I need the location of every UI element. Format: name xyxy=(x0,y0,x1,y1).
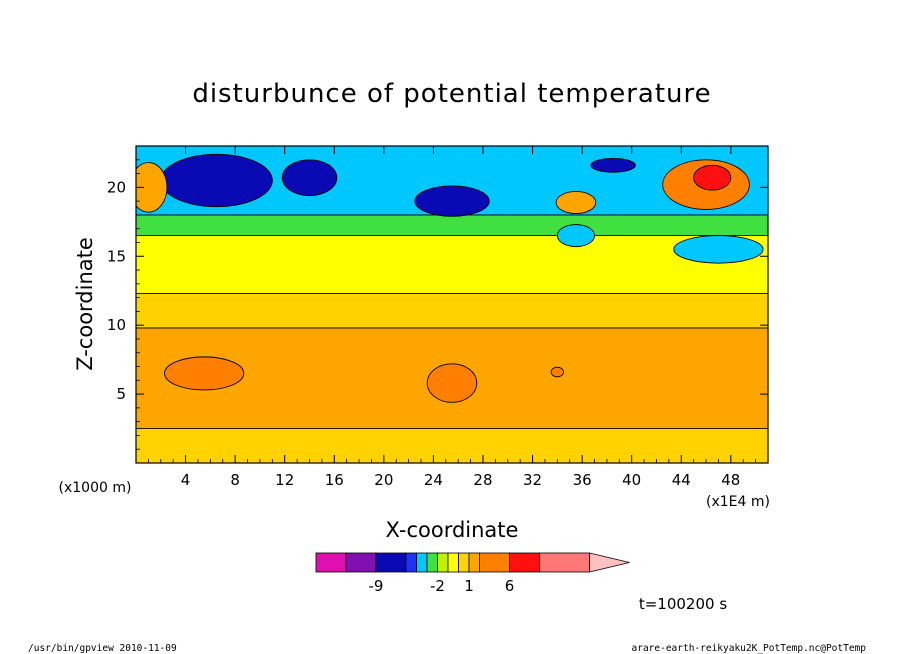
colorbar-label: 6 xyxy=(505,577,515,595)
cool-patch-x47 xyxy=(673,235,764,264)
colorbar-swatch xyxy=(509,552,540,573)
x-tick-label: 48 xyxy=(721,471,740,489)
warm-speck-x34 xyxy=(550,366,564,378)
colorbar-swatch xyxy=(479,552,510,573)
x-tick-label: 20 xyxy=(374,471,393,489)
upper-mid-band xyxy=(136,293,768,329)
green-band xyxy=(136,214,768,236)
colorbar-swatch xyxy=(437,552,449,573)
colorbar-arrow xyxy=(589,552,630,573)
colorbar-label: 1 xyxy=(464,577,474,595)
colorbar-swatch xyxy=(447,552,459,573)
y-axis-unit: (x1000 m) xyxy=(59,480,132,496)
footer-right: arare-earth-reikyaku2K_PotTemp.nc@PotTem… xyxy=(632,643,867,654)
cold-core-x25 xyxy=(414,185,490,217)
y-tick-label: 5 xyxy=(116,385,126,403)
x-axis-unit: (x1E4 m) xyxy=(706,494,770,510)
x-tick-label: 40 xyxy=(622,471,641,489)
x-tick-label: 32 xyxy=(523,471,542,489)
colorbar-swatch xyxy=(375,552,407,573)
y-tick-label: 10 xyxy=(107,316,126,334)
x-axis-label: X-coordinate xyxy=(386,518,519,542)
time-label: t=100200 s xyxy=(639,595,727,613)
yellow-band xyxy=(136,235,768,294)
chart-title: disturbunce of potential temperature xyxy=(192,79,711,109)
footer-left: /usr/bin/gpview 2010-11-09 xyxy=(28,643,177,654)
y-axis-label: Z-coordinate xyxy=(73,237,97,371)
x-tick-label: 44 xyxy=(672,471,691,489)
lower-band xyxy=(136,428,768,463)
x-tick-label: 28 xyxy=(473,471,492,489)
cool-patch-x35 xyxy=(556,224,595,248)
cold-core-x6 xyxy=(160,153,273,208)
y-tick-label: 20 xyxy=(107,178,126,196)
cold-core-x14 xyxy=(281,159,338,197)
colorbar-swatch xyxy=(539,552,590,573)
x-tick-label: 4 xyxy=(181,471,191,489)
colorbar-label: -2 xyxy=(430,577,445,595)
warm-cell-x25 xyxy=(426,363,478,403)
warm-edge-x1 xyxy=(136,162,168,213)
colorbar-label: -9 xyxy=(369,577,384,595)
x-tick-label: 36 xyxy=(573,471,592,489)
colorbar-swatch xyxy=(405,552,417,573)
y-tick-label: 15 xyxy=(107,247,126,265)
cold-core-x38 xyxy=(590,157,636,173)
plot-body xyxy=(136,146,768,463)
warm-spot-x36 xyxy=(555,191,597,214)
colorbar-swatch xyxy=(315,552,347,573)
x-tick-label: 16 xyxy=(325,471,344,489)
x-tick-label: 24 xyxy=(424,471,443,489)
x-tick-label: 12 xyxy=(275,471,294,489)
colorbar-swatch xyxy=(468,552,480,573)
x-tick-label: 8 xyxy=(230,471,240,489)
colorbar-swatch xyxy=(458,552,470,573)
hot-core-x46 xyxy=(693,164,732,191)
colorbar-swatch xyxy=(416,552,428,573)
colorbar-swatch xyxy=(345,552,377,573)
warm-cell-x6 xyxy=(164,356,245,391)
colorbar: -9 -2 1 6 xyxy=(315,552,630,595)
colorbar-swatch xyxy=(426,552,438,573)
plot-frame xyxy=(135,145,769,464)
